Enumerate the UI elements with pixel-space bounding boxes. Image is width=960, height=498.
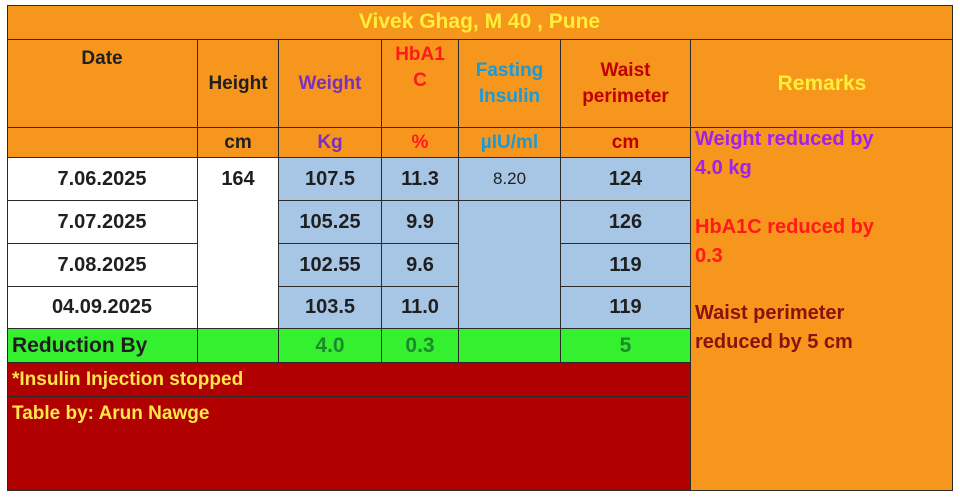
note-insulin-stopped: *Insulin Injection stopped: [12, 369, 244, 390]
row-1-hba1c: 11.3: [382, 158, 459, 201]
row-3-weight: 102.55: [279, 244, 382, 287]
header-waist-line2: perimeter: [582, 85, 669, 107]
header-insulin: Fasting Insulin: [459, 40, 561, 128]
reduction-label: Reduction By: [7, 329, 198, 363]
header-insulin-line1: Fasting: [475, 59, 544, 81]
header-hba1c-line2: C: [413, 70, 427, 91]
note-insulin-cell: [7, 363, 691, 397]
row-4-weight: 103.5: [279, 287, 382, 329]
reduction-height-blank: [198, 329, 279, 363]
remarks-header: Remarks: [691, 40, 953, 128]
row-2-date: 7.07.2025: [7, 201, 198, 244]
remark-hba1c-line1: HbA1C reduced by: [695, 216, 874, 238]
remark-hba1c-line2: 0.3: [695, 245, 723, 267]
height-value: 164: [221, 168, 255, 190]
health-table: Vivek Ghag, M 40 , Pune Date Height Weig…: [7, 5, 953, 491]
unit-hba1c: %: [382, 128, 459, 158]
row-2-weight: 105.25: [279, 201, 382, 244]
reduction-waist: 5: [561, 329, 691, 363]
row-2-hba1c: 9.9: [382, 201, 459, 244]
unit-waist: cm: [561, 128, 691, 158]
remark-weight-line2: 4.0 kg: [695, 157, 752, 179]
header-weight: Weight: [279, 40, 382, 128]
header-waist-line1: Waist: [600, 59, 651, 81]
reduction-hba1c: 0.3: [382, 329, 459, 363]
row-1-date: 7.06.2025: [7, 158, 198, 201]
header-hba1c-line1: HbA1: [395, 44, 445, 65]
remark-weight: Weight reduced by 4.0 kg: [695, 125, 874, 183]
remarks-body: [691, 128, 953, 491]
header-date: Date: [7, 40, 198, 128]
row-1-waist: 124: [561, 158, 691, 201]
units-date-blank: [7, 128, 198, 158]
header-insulin-line2: Insulin: [478, 85, 541, 107]
remark-hba1c: HbA1C reduced by 0.3: [695, 213, 874, 271]
table-title: Vivek Ghag, M 40 , Pune: [7, 5, 953, 40]
reduction-insulin-blank: [459, 329, 561, 363]
header-height: Height: [198, 40, 279, 128]
remark-waist: Waist perimeter reduced by 5 cm: [695, 299, 853, 357]
unit-height: cm: [198, 128, 279, 158]
row-3-hba1c: 9.6: [382, 244, 459, 287]
row-2-waist: 126: [561, 201, 691, 244]
row-3-date: 7.08.2025: [7, 244, 198, 287]
row-4-date: 04.09.2025: [7, 287, 198, 329]
remark-waist-line1: Waist perimeter: [695, 302, 845, 324]
header-waist: Waist perimeter: [561, 40, 691, 128]
row-4-hba1c: 11.0: [382, 287, 459, 329]
row-3-waist: 119: [561, 244, 691, 287]
unit-insulin: µIU/ml: [459, 128, 561, 158]
remark-waist-line2: reduced by 5 cm: [695, 331, 853, 353]
note-credit-cell: [7, 397, 691, 491]
insulin-empty-cell: [459, 201, 561, 329]
row-4-waist: 119: [561, 287, 691, 329]
reduction-weight: 4.0: [279, 329, 382, 363]
header-hba1c: HbA1 C: [382, 40, 459, 128]
unit-weight: Kg: [279, 128, 382, 158]
height-cell: 164: [198, 158, 279, 329]
row-1-insulin: 8.20: [459, 158, 561, 201]
note-credit: Table by: Arun Nawge: [12, 403, 210, 424]
header-date-label: Date: [81, 48, 123, 69]
row-1-weight: 107.5: [279, 158, 382, 201]
remark-weight-line1: Weight reduced by: [695, 128, 874, 150]
